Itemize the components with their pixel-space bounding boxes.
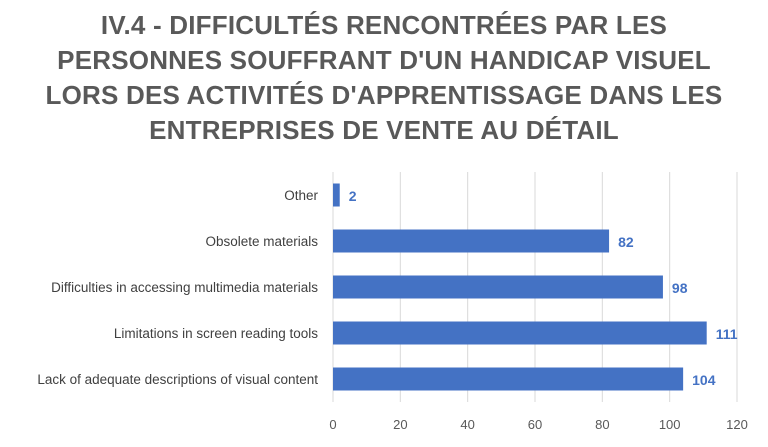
x-tick-label: 60 [528, 417, 542, 432]
bar [333, 321, 707, 345]
x-tick-label: 100 [659, 417, 681, 432]
data-label: 111 [716, 326, 738, 342]
labels: 0 20 40 60 80 100 120 Other 2 Obsolete materials 8… [37, 188, 748, 432]
category-label: Difficulties in accessing multimedia mat… [51, 280, 318, 295]
chart-title: IV.4 - DIFFICULTÉS RENCONTRÉES PAR LES P… [45, 10, 723, 145]
bars [333, 183, 707, 391]
bar [333, 367, 684, 391]
x-tick-label: 0 [329, 417, 336, 432]
x-tick-label: 80 [595, 417, 609, 432]
category-label: Lack of adequate descriptions of visual … [37, 372, 318, 387]
data-label: 104 [692, 372, 716, 388]
data-label: 2 [349, 188, 357, 204]
category-label: Limitations in screen reading tools [114, 326, 318, 341]
data-label: 98 [672, 280, 688, 296]
bar [333, 275, 663, 299]
bar [333, 229, 610, 253]
category-label: Obsolete materials [205, 234, 318, 249]
category-label: Other [284, 188, 318, 203]
x-tick-label: 120 [726, 417, 748, 432]
bar [333, 183, 340, 207]
x-tick-label: 20 [393, 417, 407, 432]
x-tick-label: 40 [460, 417, 474, 432]
data-label: 82 [618, 234, 634, 250]
